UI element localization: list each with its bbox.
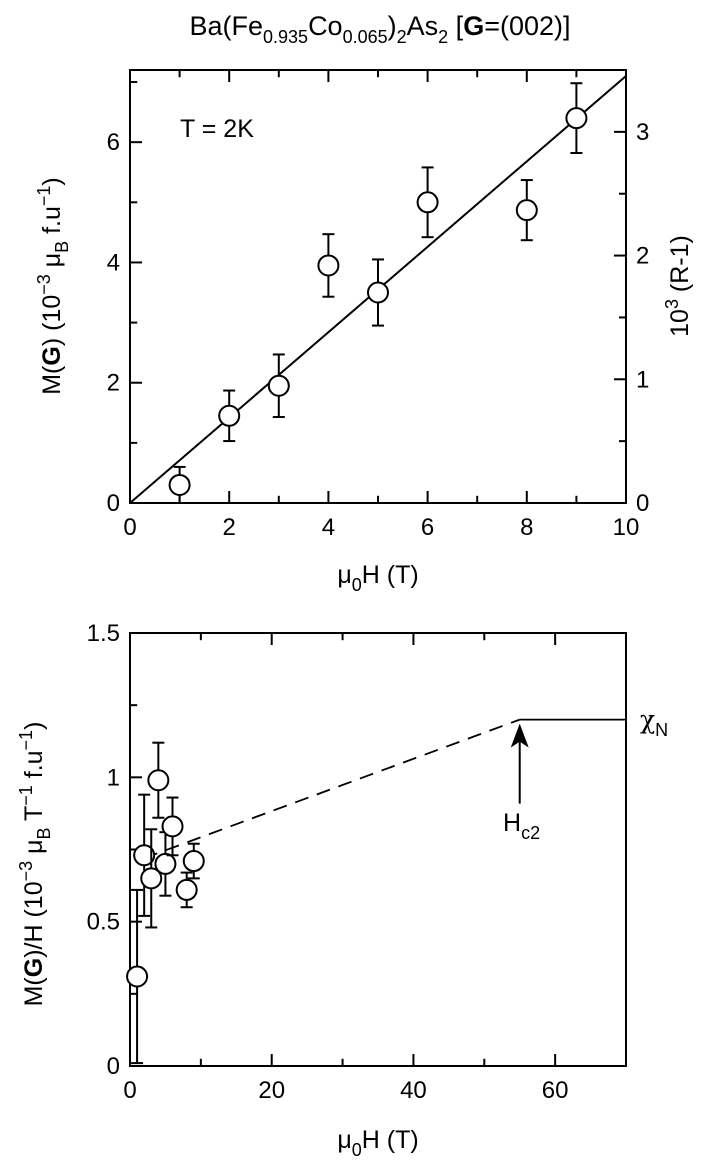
top-y-right-axis-label: 103 (R-1)	[662, 235, 694, 337]
top-y-tick-label: 4	[107, 249, 120, 276]
bottom-x-tick-label: 60	[542, 1077, 569, 1104]
bottom-data-points	[126, 741, 205, 1065]
bottom-data-point	[161, 815, 184, 838]
top-data-point	[267, 374, 290, 397]
bottom-data-point	[182, 850, 205, 873]
top-x-tick-label: 6	[421, 514, 434, 541]
bottom-dashed-line	[143, 718, 521, 860]
bottom-plot-frame	[129, 632, 627, 1067]
top-data-point	[317, 254, 340, 277]
top-x-tick-label: 10	[613, 514, 640, 541]
top-y-tick-label: 2	[107, 370, 120, 397]
top-panel: 0 2 4 6 8 10 0 2 4 6 0 1 2 3 T = 2K μ0H (T) M(G) (1…	[34, 69, 694, 595]
top-x-ticks: 0 2 4 6 8 10	[123, 70, 639, 541]
bottom-data-point	[133, 844, 156, 867]
top-y-right-tick-label: 2	[636, 243, 649, 270]
top-annotation: T = 2K	[180, 115, 254, 143]
top-y-right-tick-label: 1	[636, 366, 649, 393]
chi-n-label: χN	[640, 705, 668, 740]
top-data-point	[367, 281, 389, 304]
figure-title: Ba(Fe0.935Co0.065)2As2 [G=(002)]	[189, 11, 570, 47]
top-x-tick-label: 0	[123, 514, 136, 541]
bottom-data-point	[154, 852, 177, 875]
top-y-right-ticks: 0 1 2 3	[614, 119, 649, 517]
bottom-y-axis-label: M(G)/H (10−3 μB T−1 f.u−1)	[16, 722, 54, 1007]
bottom-x-tick-label: 20	[258, 1077, 285, 1104]
bottom-y-tick-label: 0.5	[87, 909, 120, 936]
top-x-tick-label: 2	[223, 514, 236, 541]
top-y-axis-label: M(G) (10−3 μB f.u−1)	[34, 177, 72, 395]
top-y-tick-label: 6	[107, 129, 120, 156]
top-data-point	[416, 191, 439, 214]
top-y-ticks: 0 2 4 6	[107, 81, 142, 517]
top-data-point	[515, 199, 538, 222]
bottom-data-point	[140, 867, 163, 890]
bottom-x-tick-label: 0	[123, 1077, 136, 1104]
bottom-data-point	[147, 769, 170, 792]
top-x-tick-label: 4	[322, 514, 335, 541]
bottom-x-axis-label: μ0H (T)	[337, 1126, 418, 1160]
bottom-y-ticks: 0 0.5 1 1.5	[87, 620, 142, 1080]
top-y-tick-label: 0	[107, 490, 120, 517]
bottom-data-point	[126, 965, 149, 988]
top-data-point	[565, 107, 588, 130]
top-x-axis-label: μ0H (T)	[337, 561, 418, 595]
bottom-x-tick-label: 40	[400, 1077, 427, 1104]
hc2-arrow-icon	[510, 723, 529, 804]
top-x-tick-label: 8	[520, 514, 533, 541]
hc2-label: Hc2	[503, 809, 540, 843]
bottom-y-tick-label: 1	[107, 764, 120, 791]
top-data-point	[168, 473, 191, 496]
bottom-x-ticks: 0 20 40 60	[123, 633, 568, 1104]
top-data-point	[218, 404, 241, 427]
bottom-data-point	[175, 878, 198, 901]
top-y-right-tick-label: 0	[636, 490, 649, 517]
bottom-y-tick-label: 1.5	[87, 620, 120, 647]
top-data-points	[168, 82, 588, 503]
top-y-right-tick-label: 3	[636, 119, 649, 146]
bottom-panel: 0 20 40 60 0 0.5 1 1.5 Hc2 χN μ0H (T) M(G)/H (…	[16, 620, 668, 1160]
bottom-y-tick-label: 0	[107, 1053, 120, 1080]
